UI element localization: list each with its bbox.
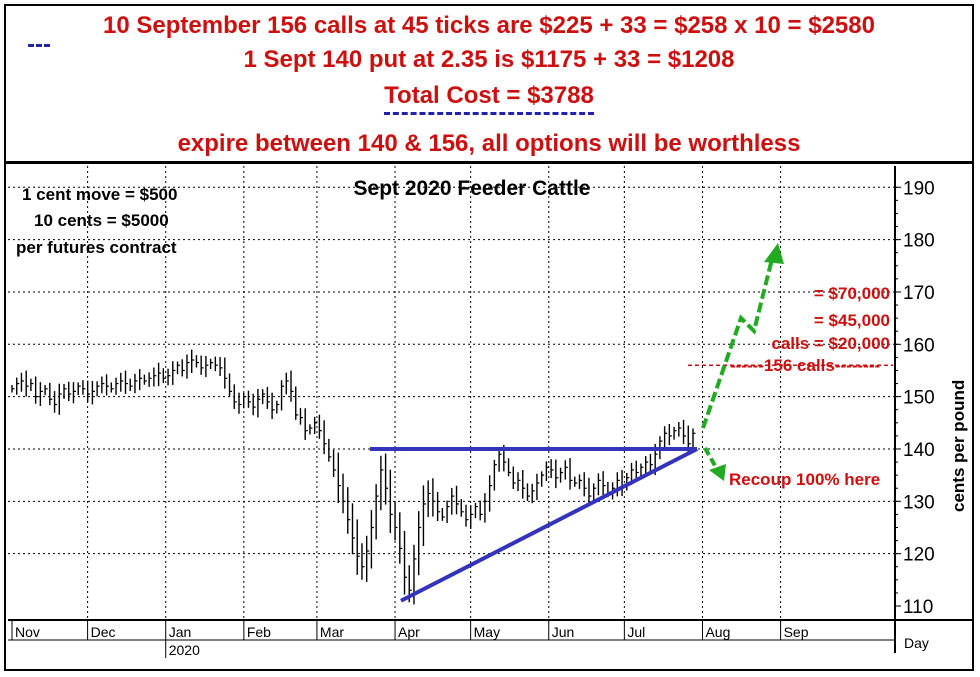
month-label: Feb xyxy=(247,624,271,640)
note-ten-cents: 10 cents = $5000 xyxy=(34,211,169,230)
underline-mark xyxy=(28,44,50,47)
year-label: 2020 xyxy=(169,642,200,658)
y-tick-label: 140 xyxy=(903,440,935,461)
header-line-put: 1 Sept 140 put at 2.35 is $1175 + 33 = $… xyxy=(243,46,735,73)
annotation-recoup: Recoup 100% here xyxy=(729,470,880,489)
projection-up-line xyxy=(701,254,775,429)
projection-up-arrowhead xyxy=(764,243,784,264)
y-tick-label: 180 xyxy=(903,231,935,252)
header-panel: 10 September 156 calls at 45 ticks are $… xyxy=(6,6,972,164)
chart-title: Sept 2020 Feeder Cattle xyxy=(354,177,591,200)
y-tick-label: 170 xyxy=(903,283,935,304)
support-line xyxy=(400,447,698,603)
month-label: Jan xyxy=(169,624,192,640)
annotation-156-calls: ------156 calls-------- xyxy=(730,356,880,375)
y-axis-title: cents per pound xyxy=(949,380,968,512)
header-line-expire: expire between 140 & 156, all options wi… xyxy=(177,130,801,157)
header-line-total: Total Cost = $3788 xyxy=(6,82,972,115)
y-tick-label: 130 xyxy=(903,492,935,513)
note-per-contract: per futures contract xyxy=(16,238,177,257)
projection-down-line xyxy=(703,447,720,472)
header-line-calls: 10 September 156 calls at 45 ticks are $… xyxy=(103,12,875,39)
projection-down-arrowhead xyxy=(709,464,726,481)
month-label: Nov xyxy=(15,624,40,640)
month-label: Sep xyxy=(784,624,809,640)
month-label: Dec xyxy=(91,624,116,640)
annotation-45000: = $45,000 xyxy=(814,311,890,330)
y-tick-label: 160 xyxy=(903,335,935,356)
month-label: May xyxy=(474,624,500,640)
annotation-20000: calls = $20,000 xyxy=(771,334,890,353)
y-tick-label: 190 xyxy=(903,178,935,199)
note-cent-move: 1 cent move = $500 xyxy=(22,185,177,204)
total-cost-text: Total Cost = $3788 xyxy=(384,82,594,115)
y-tick-label: 110 xyxy=(903,597,933,618)
month-label: Aug xyxy=(705,624,730,640)
month-label: Jun xyxy=(552,624,575,640)
y-tick-label: 150 xyxy=(903,388,935,409)
month-label: Mar xyxy=(320,624,344,640)
x-axis-label: Day xyxy=(904,635,929,651)
annotation-70000: = $70,000 xyxy=(814,284,890,303)
month-label: Apr xyxy=(398,624,420,640)
y-tick-label: 120 xyxy=(903,545,935,566)
month-label: Jul xyxy=(627,624,645,640)
